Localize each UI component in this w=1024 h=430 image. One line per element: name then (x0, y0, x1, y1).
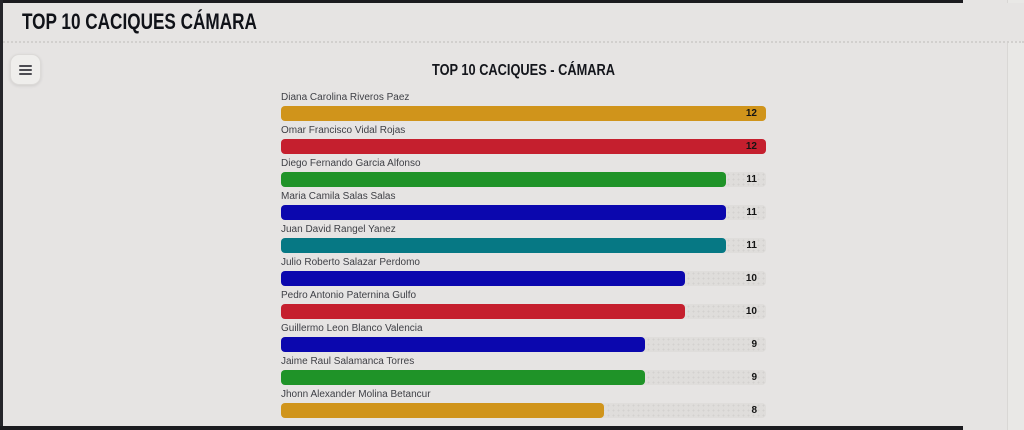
bar-fill[interactable] (281, 172, 726, 187)
bar-value-label: 9 (751, 339, 757, 350)
chart-title: TOP 10 CACIQUES - CÁMARA (431, 62, 616, 79)
scrollbar-track[interactable] (1008, 0, 1024, 430)
bar-value-label: 11 (746, 240, 757, 251)
bar-fill[interactable] (281, 370, 645, 385)
page-title: TOP 10 CACIQUES CÁMARA (22, 9, 257, 34)
app-header: TOP 10 CACIQUES CÁMARA (3, 3, 1024, 41)
bar-value-label: 11 (746, 207, 757, 218)
bar-track[interactable]: 12 (281, 139, 766, 154)
bar-track[interactable]: 10 (281, 304, 766, 319)
hamburger-menu-icon (19, 64, 32, 67)
bar-track[interactable]: 9 (281, 337, 766, 352)
bar-group: Pedro Antonio Paternina Gulfo 10 (281, 290, 766, 319)
bar-value-label: 8 (751, 405, 757, 416)
bar-fill[interactable] (281, 238, 726, 253)
bar-group: Maria Camila Salas Salas 11 (281, 191, 766, 220)
page-frame-left (0, 0, 3, 430)
bar-rows: Diana Carolina Riveros Paez 12 Omar Franci… (281, 92, 766, 418)
hamburger-menu-button[interactable] (10, 54, 41, 85)
bar-category-label: Jhonn Alexander Molina Betancur (281, 389, 431, 400)
bar-track[interactable]: 10 (281, 271, 766, 286)
bar-category-label: Diana Carolina Riveros Paez (281, 92, 410, 103)
bar-group: Diana Carolina Riveros Paez 12 (281, 92, 766, 121)
bar-group: Julio Roberto Salazar Perdomo 10 (281, 257, 766, 286)
bar-track[interactable]: 11 (281, 205, 766, 220)
bar-category-label: Omar Francisco Vidal Rojas (281, 125, 406, 136)
bar-chart: TOP 10 CACIQUES - CÁMARA Diana Carolina … (281, 62, 766, 422)
bar-value-label: 12 (745, 141, 757, 152)
bar-fill[interactable] (281, 139, 766, 154)
bar-track[interactable]: 11 (281, 172, 766, 187)
bar-group: Diego Fernando Garcia Alfonso 11 (281, 158, 766, 187)
bar-category-label: Pedro Antonio Paternina Gulfo (281, 290, 417, 301)
bar-track[interactable]: 8 (281, 403, 766, 418)
bar-fill[interactable] (281, 106, 766, 121)
bar-category-label: Guillermo Leon Blanco Valencia (281, 323, 423, 334)
bar-category-label: Jaime Raul Salamanca Torres (281, 356, 415, 367)
bar-group: Jhonn Alexander Molina Betancur 8 (281, 389, 766, 418)
header-divider (0, 41, 1024, 43)
page-frame-top (0, 0, 963, 3)
bar-group: Omar Francisco Vidal Rojas 12 (281, 125, 766, 154)
bar-fill[interactable] (281, 304, 686, 319)
bar-category-label: Juan David Rangel Yanez (281, 224, 396, 235)
bar-group: Jaime Raul Salamanca Torres 9 (281, 356, 766, 385)
bar-fill[interactable] (281, 205, 726, 220)
bar-track[interactable]: 12 (281, 106, 766, 121)
bar-track[interactable]: 9 (281, 370, 766, 385)
bar-value-label: 10 (745, 273, 757, 284)
bar-track[interactable]: 11 (281, 238, 766, 253)
bar-value-label: 10 (745, 306, 757, 317)
bar-value-label: 11 (746, 174, 757, 185)
bar-group: Juan David Rangel Yanez 11 (281, 224, 766, 253)
bar-category-label: Diego Fernando Garcia Alfonso (281, 158, 421, 169)
bar-value-label: 9 (751, 372, 757, 383)
scrollbar-divider (1007, 0, 1008, 430)
bar-group: Guillermo Leon Blanco Valencia 9 (281, 323, 766, 352)
bar-category-label: Maria Camila Salas Salas (281, 191, 396, 202)
bar-category-label: Julio Roberto Salazar Perdomo (281, 257, 420, 268)
page-frame-bottom (0, 426, 963, 430)
bar-value-label: 12 (745, 108, 757, 119)
bar-fill[interactable] (281, 403, 605, 418)
bar-fill[interactable] (281, 337, 645, 352)
bar-fill[interactable] (281, 271, 686, 286)
